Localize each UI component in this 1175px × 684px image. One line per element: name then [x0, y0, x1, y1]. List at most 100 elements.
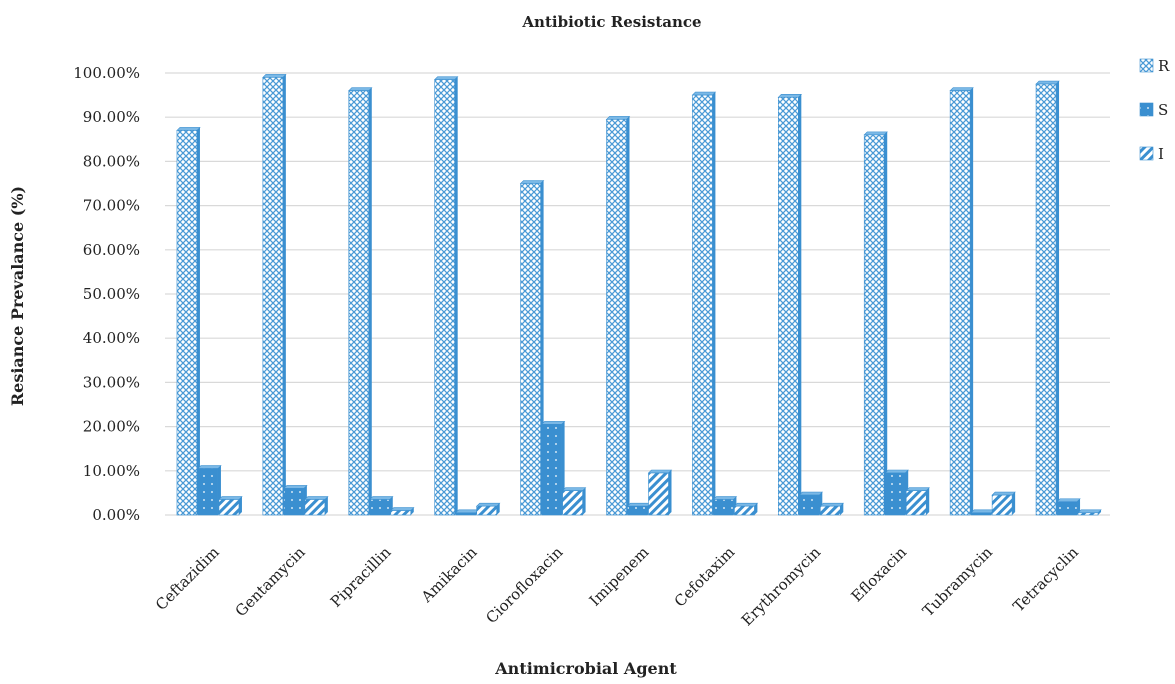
- bar-top-S: [283, 485, 308, 489]
- bar-S-Cefotaxim: [713, 499, 734, 516]
- bar-side-I: [1012, 492, 1016, 515]
- bar-top-R: [1035, 80, 1060, 85]
- x-tick-label: Tubramycin: [919, 543, 996, 620]
- bar-R-Tetracyclin: [1035, 83, 1057, 516]
- bar-top-R: [777, 94, 803, 98]
- bar-R-Imipenem: [606, 119, 627, 516]
- bar-top-I: [218, 496, 243, 500]
- bar-top-I: [390, 507, 415, 511]
- bar-side-I: [754, 503, 758, 515]
- y-tick-label: 50.00%: [83, 285, 140, 303]
- bar-S-Erythromycin: [799, 494, 820, 516]
- bar-side-I: [582, 487, 586, 515]
- bar-S-Amikacin: [455, 512, 476, 516]
- y-tick-label: 0.00%: [92, 506, 140, 524]
- bar-top-I: [991, 491, 1016, 496]
- bar-side-S: [1077, 498, 1081, 515]
- x-tick-label: Cefotaxim: [671, 543, 738, 610]
- legend: R S I: [1139, 57, 1170, 163]
- bar-top-R: [262, 74, 287, 78]
- bar-side-I: [238, 496, 242, 515]
- bar-side-I: [926, 487, 930, 515]
- bar-I-Tetracyclin: [1077, 512, 1099, 516]
- bar-top-I: [475, 502, 501, 507]
- bar-R-Gentamycin: [262, 77, 284, 516]
- bar-top-S: [1056, 498, 1081, 503]
- bar-top-S: [884, 469, 909, 474]
- bar-side-R: [884, 131, 888, 515]
- bar-side-R: [970, 87, 974, 516]
- bar-side-I: [410, 507, 414, 515]
- bar-I-Ceftazidim: [218, 499, 240, 516]
- bar-R-Pipracillin: [348, 90, 370, 516]
- bar-side-R: [454, 76, 458, 515]
- bar-top-I: [905, 487, 930, 491]
- bar-I-Pipracillin: [390, 510, 412, 516]
- x-axis-ticks: Ceftazidim Gentamycin Pipracillin Amikacin C…: [152, 543, 1082, 630]
- bar-R-Cefotaxim: [692, 94, 713, 516]
- bar-R-Amikacin: [434, 79, 455, 516]
- bar-top-R: [348, 87, 373, 91]
- bar-top-R: [605, 116, 631, 120]
- legend-swatch-S: [1139, 102, 1154, 117]
- y-tick-label: 100.00%: [73, 64, 140, 82]
- legend-swatch-R: [1139, 58, 1154, 73]
- x-tick-label: Ciorofloxacin: [482, 543, 566, 627]
- legend-label-S: S: [1158, 101, 1168, 119]
- bar-S-Ceftazidim: [197, 468, 219, 516]
- bar-I-Ciorofloxacin: [562, 490, 583, 516]
- bar-I-Gentamycin: [304, 499, 326, 516]
- bar-top-S: [197, 465, 222, 469]
- bar-side-I: [1098, 509, 1102, 515]
- y-tick-label: 70.00%: [83, 197, 140, 215]
- x-tick-label: Imipenem: [586, 543, 653, 610]
- bar-I-Efloxacin: [905, 490, 927, 516]
- bar-top-R: [433, 76, 459, 80]
- bar-top-R: [519, 180, 545, 184]
- bar-S-Efloxacin: [884, 472, 906, 516]
- chart-title: Antibiotic Resistance: [521, 13, 701, 31]
- y-tick-label: 10.00%: [83, 462, 140, 480]
- bar-top-S: [712, 496, 738, 500]
- legend-label-I: I: [1158, 145, 1164, 163]
- bar-S-Pipracillin: [369, 499, 391, 516]
- bar-side-I: [840, 503, 844, 515]
- bar-I-Erythromycin: [820, 505, 841, 516]
- bar-side-I: [496, 503, 500, 515]
- x-tick-label: Erythromycin: [738, 543, 825, 630]
- bar-top-I: [304, 496, 329, 500]
- legend-swatch-I: [1139, 146, 1154, 161]
- y-axis-ticks: 0.00% 10.00% 20.00% 30.00% 40.00% 50.00% 60.00…: [73, 64, 140, 524]
- x-tick-label: Pipracillin: [327, 543, 395, 611]
- bar-R-Tubramycin: [949, 90, 971, 516]
- bar-R-Ceftazidim: [176, 130, 198, 516]
- x-tick-label: Gentamycin: [232, 543, 309, 620]
- x-tick-label: Amikacin: [417, 543, 481, 607]
- bar-I-Amikacin: [476, 505, 497, 516]
- bar-top-S: [454, 509, 480, 514]
- y-tick-label: 80.00%: [83, 152, 140, 170]
- bar-top-S: [798, 491, 824, 496]
- bar-top-I: [1077, 509, 1102, 514]
- y-tick-label: 20.00%: [83, 418, 140, 436]
- bar-R-Efloxacin: [863, 134, 885, 516]
- bar-side-I: [668, 470, 672, 515]
- bar-top-R: [176, 127, 201, 131]
- x-tick-label: Tetracyclin: [1009, 543, 1082, 616]
- bar-top-S: [540, 421, 566, 425]
- bar-top-I: [561, 487, 587, 491]
- bar-top-S: [626, 502, 652, 507]
- bars: [176, 74, 1102, 516]
- bar-top-I: [819, 502, 845, 507]
- y-tick-label: 60.00%: [83, 241, 140, 259]
- y-axis-title: Resiance Prevalance (%): [8, 186, 27, 406]
- bar-side-R: [1056, 81, 1060, 516]
- bar-top-S: [970, 509, 995, 514]
- x-axis-title: Antimicrobial Agent: [494, 659, 677, 678]
- x-tick-label: Ceftazidim: [152, 543, 223, 614]
- y-tick-label: 90.00%: [83, 108, 140, 126]
- bar-S-Gentamycin: [283, 488, 305, 516]
- bar-S-Tetracyclin: [1056, 501, 1078, 516]
- bar-I-Imipenem: [648, 472, 669, 516]
